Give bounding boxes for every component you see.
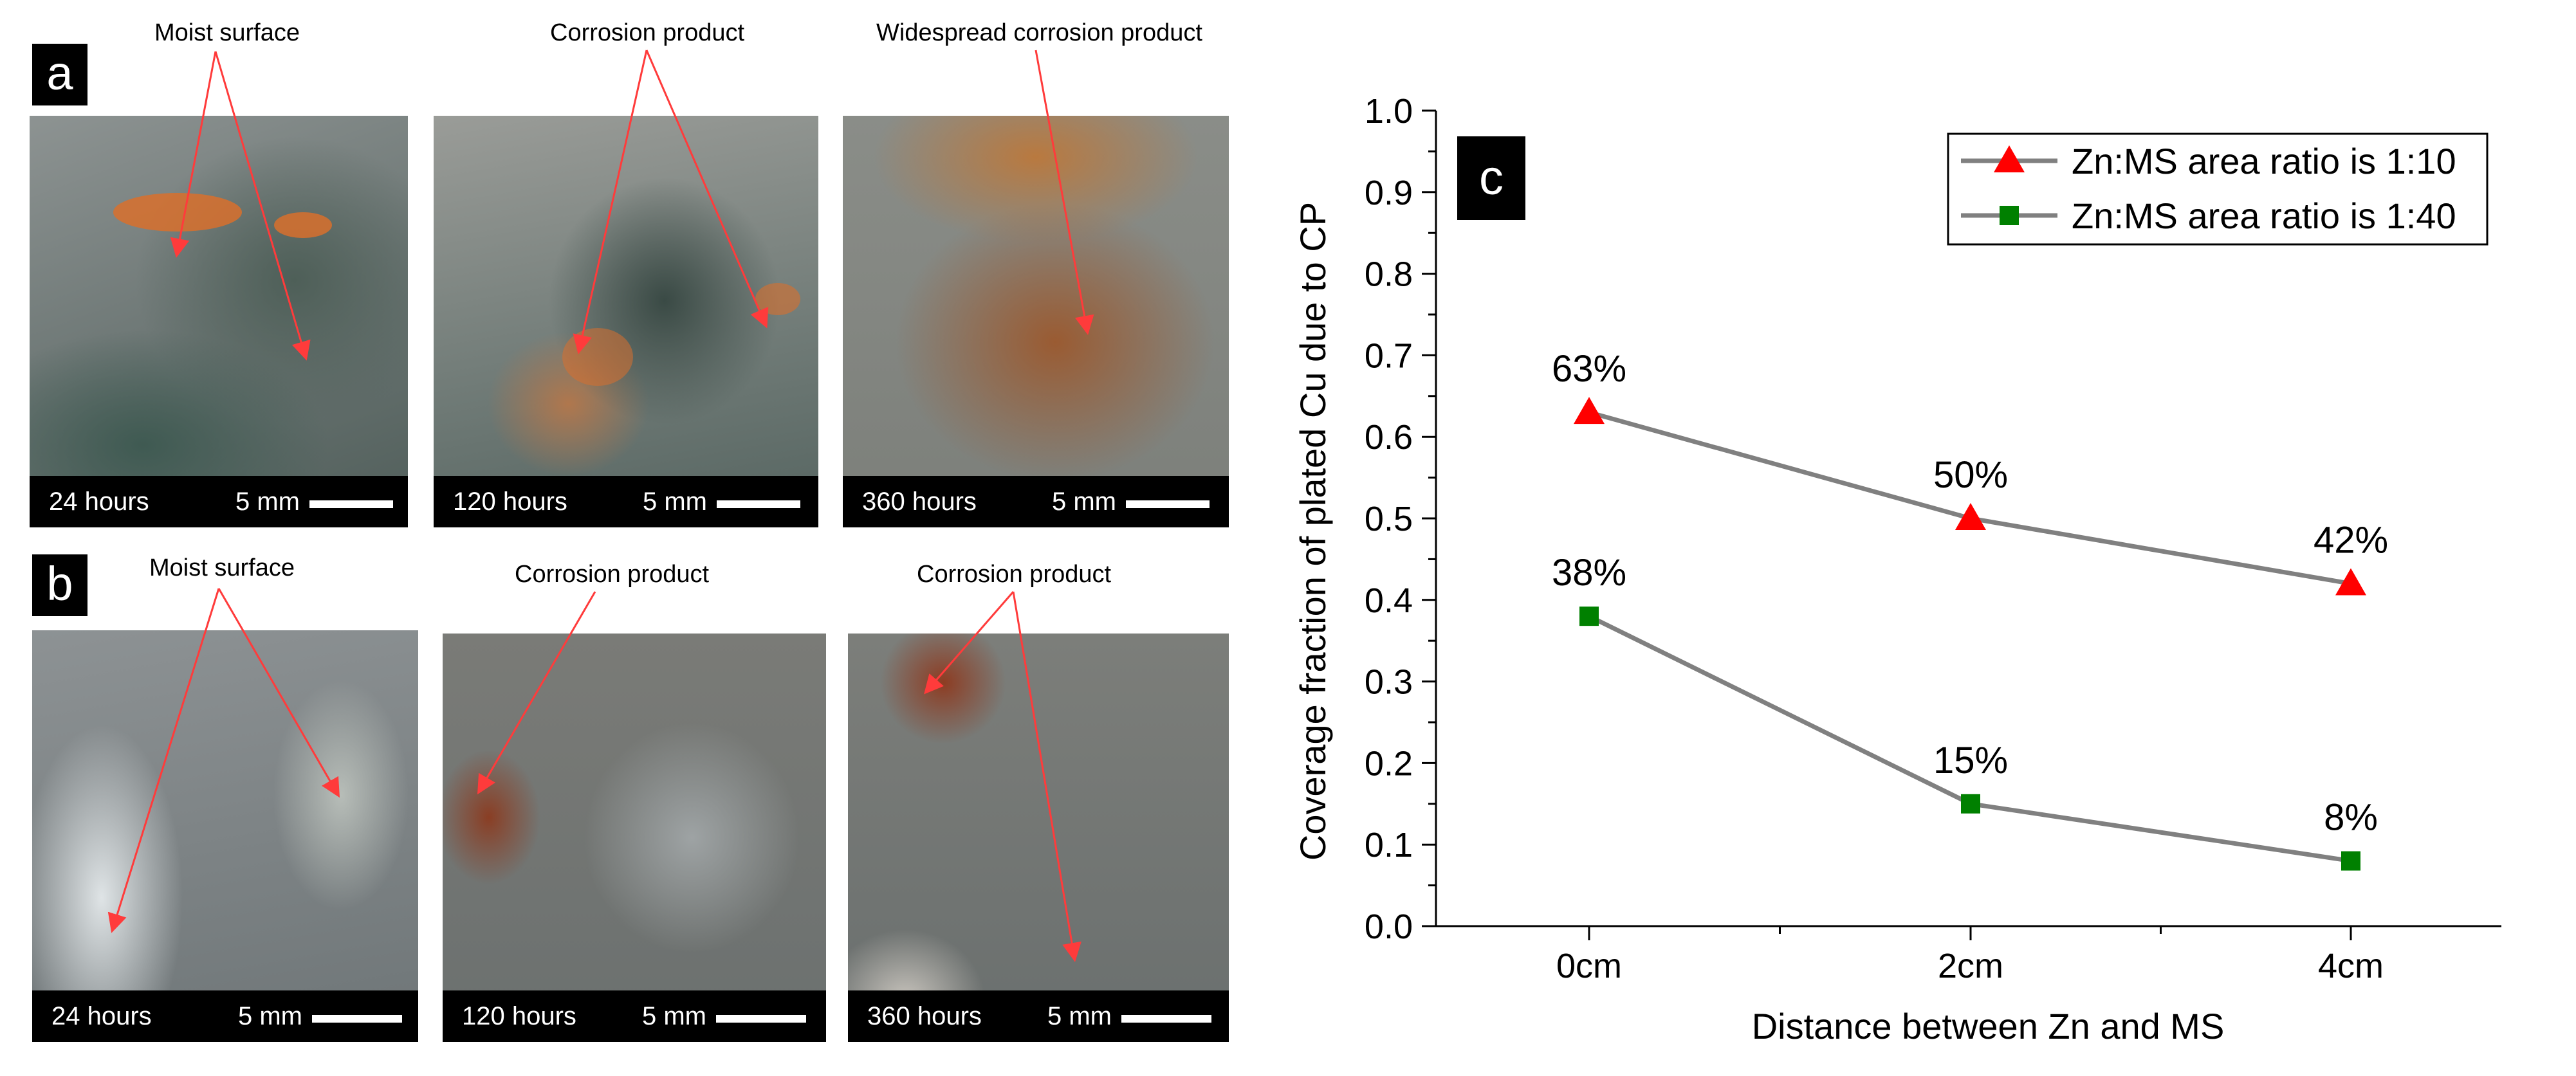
data-label: 38% <box>1552 552 1626 594</box>
callout-corrosion-product-b: Corrosion product <box>515 561 710 588</box>
y-axis-title: Coverage fraction of plated Cu due to CP <box>1293 202 1333 861</box>
legend-marker-2 <box>2000 206 2019 225</box>
y-tick-label: 0.3 <box>1365 663 1413 702</box>
callout-moist-surface-b: Moist surface <box>149 554 295 581</box>
x-axis-title: Distance between Zn and MS <box>1752 1006 2225 1046</box>
y-tick-label: 0.6 <box>1365 418 1413 457</box>
series-line-2 <box>1588 614 2351 864</box>
legend-label-1: Zn:MS area ratio is 1:10 <box>2072 141 2456 181</box>
photo-a-360h: 360 hours 5 mm <box>843 116 1229 527</box>
photo-caption-bar: 360 hours 5 mm <box>848 990 1229 1042</box>
time-label: 360 hours <box>862 488 977 516</box>
time-label: 360 hours <box>867 1002 982 1030</box>
series-1-marker <box>2335 568 2366 596</box>
y-tick-label: 0.1 <box>1365 826 1413 864</box>
scale-bar <box>1126 500 1210 508</box>
photo-a-24h: 24 hours 5 mm <box>30 116 408 527</box>
scale-bar <box>309 500 393 508</box>
scale-label: 5 mm <box>1047 1002 1112 1030</box>
panel-b-letter: b <box>32 554 87 616</box>
data-label: 50% <box>1933 454 2008 496</box>
time-label: 120 hours <box>453 488 567 516</box>
scale-bar <box>312 1015 402 1023</box>
y-tick-label: 1.0 <box>1365 92 1413 131</box>
scale-bar <box>717 500 800 508</box>
scale-label: 5 mm <box>1052 488 1116 516</box>
series-1-marker <box>1574 397 1605 424</box>
series-2-marker <box>1961 794 1980 814</box>
time-label: 24 hours <box>49 488 149 516</box>
scale-bar <box>1121 1015 1211 1023</box>
callout-moist-surface-a: Moist surface <box>154 19 300 46</box>
panel-a-letter: a <box>32 44 87 105</box>
y-tick-label: 0.2 <box>1365 744 1413 783</box>
series-1-marker <box>1955 503 1986 530</box>
y-tick-label: 0.8 <box>1365 255 1413 294</box>
photo-b-360h: 360 hours 5 mm <box>848 634 1229 1042</box>
legend-label-2: Zn:MS area ratio is 1:40 <box>2072 196 2456 236</box>
y-tick-label: 0.5 <box>1365 500 1413 538</box>
y-tick-label: 0.0 <box>1365 907 1413 946</box>
time-label: 24 hours <box>51 1002 152 1030</box>
panel-c-letter-box <box>1457 136 1525 220</box>
legend-marker-1 <box>1994 145 2025 172</box>
data-label: 8% <box>2324 797 2378 839</box>
photo-caption-bar: 24 hours 5 mm <box>30 476 408 527</box>
data-label: 42% <box>2314 519 2388 561</box>
scale-label: 5 mm <box>642 1002 706 1030</box>
x-tick-label: 4cm <box>2318 947 2384 985</box>
y-tick-label: 0.9 <box>1365 174 1413 212</box>
series-2-marker <box>1579 606 1599 626</box>
photo-caption-bar: 120 hours 5 mm <box>443 990 826 1042</box>
data-label: 63% <box>1552 348 1626 390</box>
photo-caption-bar: 120 hours 5 mm <box>434 476 818 527</box>
panel-c-letter: c <box>1479 150 1504 205</box>
scale-label: 5 mm <box>235 488 300 516</box>
scale-label: 5 mm <box>238 1002 302 1030</box>
photo-caption-bar: 360 hours 5 mm <box>843 476 1229 527</box>
series-line-1 <box>1588 410 2351 586</box>
photo-b-120h: 120 hours 5 mm <box>443 634 826 1042</box>
x-tick-label: 2cm <box>1938 947 2003 985</box>
legend-box <box>1947 132 2489 246</box>
time-label: 120 hours <box>462 1002 576 1030</box>
series-2-marker <box>2341 851 2360 871</box>
photo-b-24h: 24 hours 5 mm <box>32 630 418 1042</box>
callout-widespread-corrosion-a: Widespread corrosion product <box>876 19 1202 46</box>
callout-corrosion-product-b2: Corrosion product <box>917 561 1112 588</box>
scale-bar <box>716 1015 806 1023</box>
y-tick-label: 0.4 <box>1365 581 1413 620</box>
x-tick-label: 0cm <box>1556 947 1622 985</box>
callout-arrows <box>107 50 1094 962</box>
y-tick-label: 0.7 <box>1365 336 1413 375</box>
data-label: 15% <box>1933 740 2008 781</box>
callout-corrosion-product-a: Corrosion product <box>550 19 745 46</box>
scale-label: 5 mm <box>643 488 707 516</box>
photo-caption-bar: 24 hours 5 mm <box>32 990 418 1042</box>
